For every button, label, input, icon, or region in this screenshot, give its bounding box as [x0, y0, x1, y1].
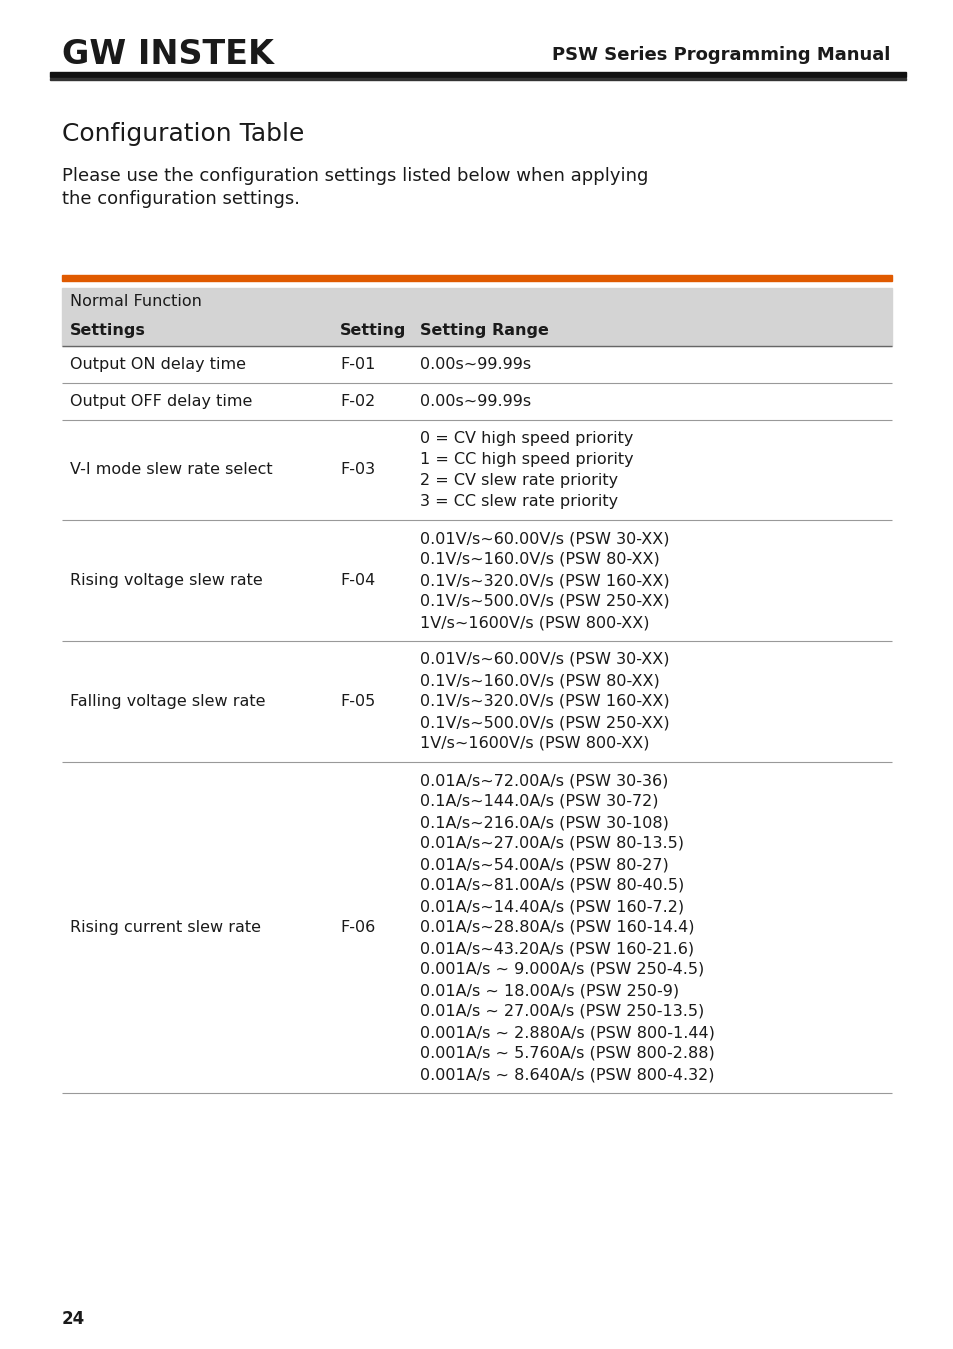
Text: 1 = CC high speed priority: 1 = CC high speed priority — [419, 452, 633, 467]
Text: F-05: F-05 — [339, 693, 375, 710]
Text: 0 = CV high speed priority: 0 = CV high speed priority — [419, 430, 633, 447]
Text: PSW Series Programming Manual: PSW Series Programming Manual — [551, 46, 889, 63]
Text: 0.01A/s~72.00A/s (PSW 30-36): 0.01A/s~72.00A/s (PSW 30-36) — [419, 773, 668, 788]
Text: 0.1A/s~216.0A/s (PSW 30-108): 0.1A/s~216.0A/s (PSW 30-108) — [419, 815, 668, 830]
Text: Setting Range: Setting Range — [419, 322, 548, 339]
Text: 0.1V/s~160.0V/s (PSW 80-XX): 0.1V/s~160.0V/s (PSW 80-XX) — [419, 673, 659, 688]
Text: Output OFF delay time: Output OFF delay time — [70, 394, 253, 409]
Text: 0.01A/s~28.80A/s (PSW 160-14.4): 0.01A/s~28.80A/s (PSW 160-14.4) — [419, 920, 694, 935]
Text: Falling voltage slew rate: Falling voltage slew rate — [70, 693, 265, 710]
Text: Please use the configuration settings listed below when applying: Please use the configuration settings li… — [62, 167, 648, 185]
Text: F-03: F-03 — [339, 463, 375, 478]
Text: V-I mode slew rate select: V-I mode slew rate select — [70, 463, 273, 478]
Text: 0.1V/s~160.0V/s (PSW 80-XX): 0.1V/s~160.0V/s (PSW 80-XX) — [419, 552, 659, 567]
Text: 0.001A/s ~ 2.880A/s (PSW 800-1.44): 0.001A/s ~ 2.880A/s (PSW 800-1.44) — [419, 1025, 714, 1040]
Text: 0.01A/s ~ 18.00A/s (PSW 250-9): 0.01A/s ~ 18.00A/s (PSW 250-9) — [419, 983, 679, 998]
Bar — [62, 287, 891, 345]
Text: 0.01A/s~81.00A/s (PSW 80-40.5): 0.01A/s~81.00A/s (PSW 80-40.5) — [419, 878, 683, 893]
Text: 0.00s~99.99s: 0.00s~99.99s — [419, 357, 531, 372]
Text: 1V/s~1600V/s (PSW 800-XX): 1V/s~1600V/s (PSW 800-XX) — [419, 737, 649, 751]
Bar — [50, 71, 905, 77]
Text: 0.00s~99.99s: 0.00s~99.99s — [419, 394, 531, 409]
Text: 0.01V/s~60.00V/s (PSW 30-XX): 0.01V/s~60.00V/s (PSW 30-XX) — [419, 652, 669, 666]
Text: 0.01A/s~54.00A/s (PSW 80-27): 0.01A/s~54.00A/s (PSW 80-27) — [419, 857, 668, 871]
Text: 0.01A/s~43.20A/s (PSW 160-21.6): 0.01A/s~43.20A/s (PSW 160-21.6) — [419, 942, 694, 956]
Text: Normal Function: Normal Function — [70, 294, 202, 309]
Text: 3 = CC slew rate priority: 3 = CC slew rate priority — [419, 494, 618, 509]
Bar — [62, 275, 891, 281]
Text: 2 = CV slew rate priority: 2 = CV slew rate priority — [419, 473, 618, 488]
Text: F-01: F-01 — [339, 357, 375, 372]
Text: Rising current slew rate: Rising current slew rate — [70, 920, 261, 935]
Text: 0.01A/s ~ 27.00A/s (PSW 250-13.5): 0.01A/s ~ 27.00A/s (PSW 250-13.5) — [419, 1004, 703, 1018]
Text: GW INSTEK: GW INSTEK — [62, 39, 274, 71]
Text: 0.1A/s~144.0A/s (PSW 30-72): 0.1A/s~144.0A/s (PSW 30-72) — [419, 795, 658, 809]
Text: F-06: F-06 — [339, 920, 375, 935]
Text: Output ON delay time: Output ON delay time — [70, 357, 246, 372]
Text: 0.01A/s~14.40A/s (PSW 160-7.2): 0.01A/s~14.40A/s (PSW 160-7.2) — [419, 898, 683, 915]
Text: 0.1V/s~500.0V/s (PSW 250-XX): 0.1V/s~500.0V/s (PSW 250-XX) — [419, 594, 669, 608]
Text: Settings: Settings — [70, 322, 146, 339]
Text: Setting: Setting — [339, 322, 406, 339]
Text: 1V/s~1600V/s (PSW 800-XX): 1V/s~1600V/s (PSW 800-XX) — [419, 615, 649, 630]
Text: F-02: F-02 — [339, 394, 375, 409]
Text: 0.01A/s~27.00A/s (PSW 80-13.5): 0.01A/s~27.00A/s (PSW 80-13.5) — [419, 836, 683, 851]
Text: Rising voltage slew rate: Rising voltage slew rate — [70, 573, 262, 588]
Text: F-04: F-04 — [339, 573, 375, 588]
Text: 0.001A/s ~ 9.000A/s (PSW 250-4.5): 0.001A/s ~ 9.000A/s (PSW 250-4.5) — [419, 962, 703, 977]
Text: 24: 24 — [62, 1310, 85, 1327]
Text: the configuration settings.: the configuration settings. — [62, 190, 299, 208]
Text: 0.01V/s~60.00V/s (PSW 30-XX): 0.01V/s~60.00V/s (PSW 30-XX) — [419, 532, 669, 546]
Text: 0.001A/s ~ 5.760A/s (PSW 800-2.88): 0.001A/s ~ 5.760A/s (PSW 800-2.88) — [419, 1045, 714, 1062]
Bar — [50, 78, 905, 80]
Text: 0.1V/s~500.0V/s (PSW 250-XX): 0.1V/s~500.0V/s (PSW 250-XX) — [419, 715, 669, 730]
Text: 0.001A/s ~ 8.640A/s (PSW 800-4.32): 0.001A/s ~ 8.640A/s (PSW 800-4.32) — [419, 1067, 714, 1082]
Text: Configuration Table: Configuration Table — [62, 121, 304, 146]
Text: 0.1V/s~320.0V/s (PSW 160-XX): 0.1V/s~320.0V/s (PSW 160-XX) — [419, 573, 669, 588]
Text: 0.1V/s~320.0V/s (PSW 160-XX): 0.1V/s~320.0V/s (PSW 160-XX) — [419, 693, 669, 710]
